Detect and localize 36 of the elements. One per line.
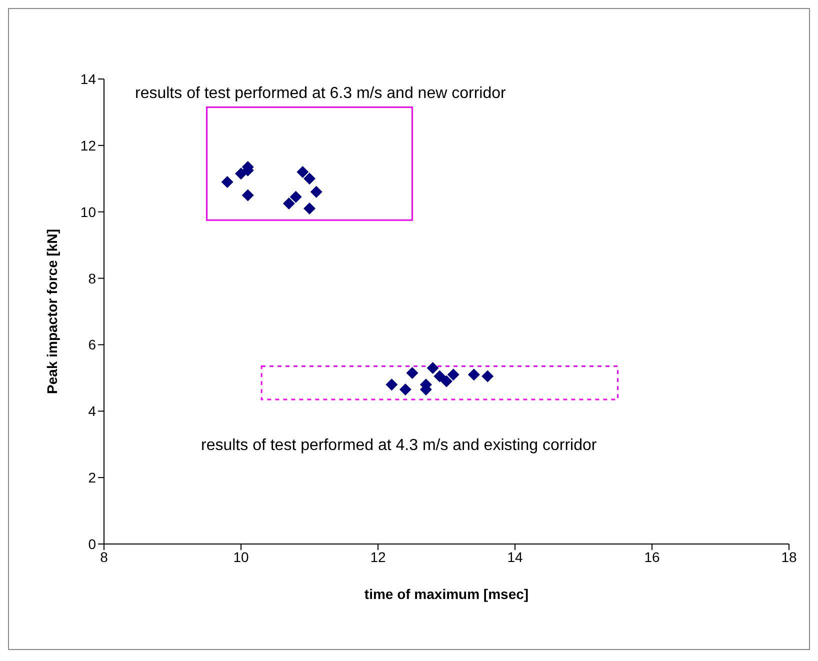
point: [282, 198, 295, 210]
point: [386, 378, 398, 391]
point: [426, 362, 439, 374]
y-tick-label: 12: [80, 137, 96, 154]
point: [399, 384, 412, 396]
x-tick-label: 12: [370, 548, 386, 565]
point: [406, 366, 418, 379]
x-tick-label: 18: [781, 548, 797, 565]
y-tick-label: 2: [88, 470, 96, 486]
point: [296, 166, 309, 178]
point: [468, 368, 480, 381]
point: [310, 186, 322, 198]
annotation: results of test performed at 6.3 m/s and new corridor: [135, 85, 506, 103]
y-tick-label: 4: [88, 403, 96, 420]
y-tick-label: 14: [80, 70, 96, 87]
x-tick-label: 10: [233, 548, 249, 565]
point: [242, 189, 254, 202]
y-tick-label: 0: [88, 536, 96, 552]
point: [304, 172, 316, 185]
point: [440, 375, 452, 388]
x-tick-label: 8: [100, 548, 108, 565]
y-axis-title: Peak impactor force [kN]: [44, 229, 60, 394]
point: [482, 370, 494, 382]
point: [290, 190, 302, 203]
point: [235, 168, 247, 180]
y-tick-label: 8: [88, 270, 96, 286]
point: [221, 176, 234, 188]
y-tick-label: 10: [80, 204, 96, 220]
x-tick-label: 16: [644, 548, 660, 565]
y-tick-label: 6: [88, 336, 96, 353]
x-tick-label: 14: [507, 548, 523, 565]
point: [434, 370, 446, 382]
point: [304, 202, 316, 215]
point: [447, 368, 460, 381]
x-axis-title: time of maximum [msec]: [364, 586, 529, 602]
annotation: results of test performed at 4.3 m/s and existing corridor: [201, 437, 597, 455]
